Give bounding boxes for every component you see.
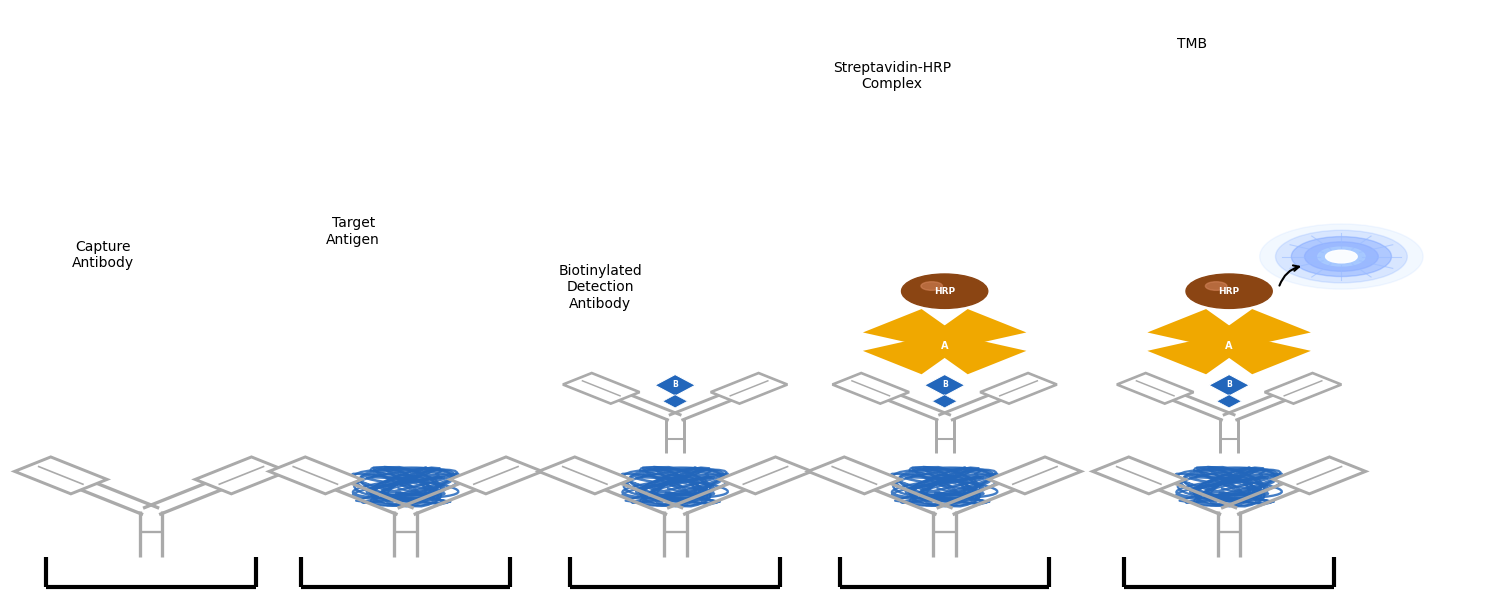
Circle shape xyxy=(918,331,972,352)
Polygon shape xyxy=(15,457,106,494)
Polygon shape xyxy=(988,457,1082,494)
Circle shape xyxy=(1203,331,1255,352)
Text: HRP: HRP xyxy=(934,287,956,296)
Text: A: A xyxy=(940,341,948,352)
Text: B: B xyxy=(672,380,678,389)
Polygon shape xyxy=(718,457,812,494)
Polygon shape xyxy=(1274,457,1365,494)
Polygon shape xyxy=(930,309,1026,347)
Polygon shape xyxy=(663,395,687,408)
Circle shape xyxy=(1198,279,1260,303)
Circle shape xyxy=(1305,242,1378,271)
Polygon shape xyxy=(1215,336,1311,374)
Polygon shape xyxy=(1118,373,1194,404)
Text: Capture
Antibody: Capture Antibody xyxy=(72,240,135,271)
Polygon shape xyxy=(538,457,632,494)
Polygon shape xyxy=(1148,309,1244,347)
Text: HRP: HRP xyxy=(1218,287,1239,296)
Polygon shape xyxy=(933,395,957,408)
Polygon shape xyxy=(1264,373,1341,404)
Text: A: A xyxy=(1226,341,1233,352)
Circle shape xyxy=(1326,250,1358,263)
Text: Biotinylated
Detection
Antibody: Biotinylated Detection Antibody xyxy=(558,264,642,311)
Circle shape xyxy=(1317,247,1365,266)
Polygon shape xyxy=(833,373,909,404)
Polygon shape xyxy=(711,373,788,404)
Polygon shape xyxy=(656,374,696,396)
Polygon shape xyxy=(1148,336,1244,374)
Circle shape xyxy=(1292,236,1392,277)
Circle shape xyxy=(902,274,989,308)
Polygon shape xyxy=(808,457,900,494)
Polygon shape xyxy=(862,336,960,374)
Text: B: B xyxy=(1226,380,1232,389)
Polygon shape xyxy=(862,309,960,347)
Polygon shape xyxy=(1216,395,1242,408)
Circle shape xyxy=(1260,224,1424,289)
Polygon shape xyxy=(1215,309,1311,347)
Polygon shape xyxy=(1209,374,1249,396)
Text: Target
Antigen: Target Antigen xyxy=(327,217,380,247)
Circle shape xyxy=(921,282,942,290)
Circle shape xyxy=(1275,230,1407,283)
Text: B: B xyxy=(942,380,948,389)
Circle shape xyxy=(915,279,975,303)
Polygon shape xyxy=(930,336,1026,374)
Polygon shape xyxy=(980,373,1058,404)
Polygon shape xyxy=(1092,457,1185,494)
Text: Streptavidin-HRP
Complex: Streptavidin-HRP Complex xyxy=(833,61,951,91)
Circle shape xyxy=(1206,282,1227,290)
Polygon shape xyxy=(562,373,639,404)
Polygon shape xyxy=(924,374,964,396)
Text: TMB: TMB xyxy=(1176,37,1206,51)
Polygon shape xyxy=(268,457,362,494)
Polygon shape xyxy=(450,457,542,494)
Polygon shape xyxy=(195,457,288,494)
Circle shape xyxy=(1186,274,1272,308)
